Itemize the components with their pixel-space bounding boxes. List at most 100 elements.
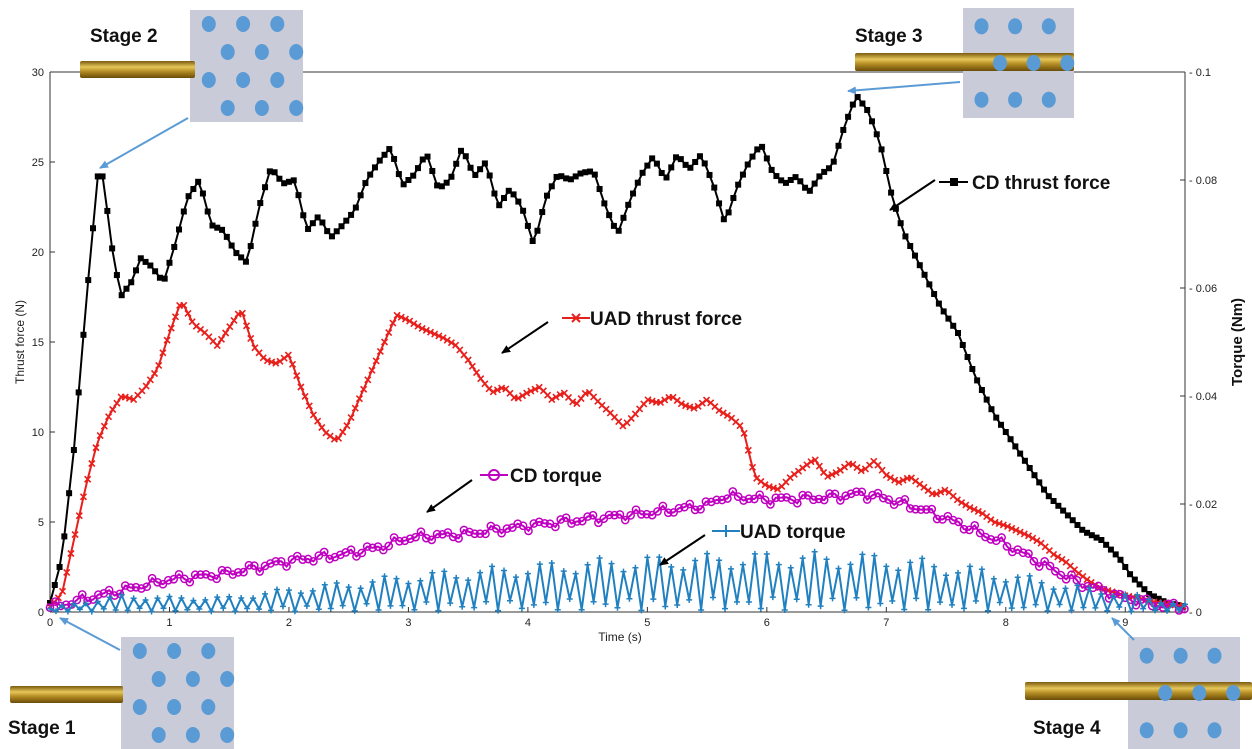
data-point bbox=[706, 497, 716, 507]
data-point bbox=[807, 458, 815, 466]
data-point bbox=[136, 605, 143, 612]
data-point bbox=[405, 580, 412, 587]
data-point bbox=[190, 570, 200, 580]
data-point bbox=[1032, 601, 1039, 608]
data-point bbox=[406, 317, 414, 325]
data-point bbox=[601, 200, 608, 207]
data-point bbox=[984, 607, 991, 614]
data-point bbox=[840, 126, 847, 133]
data-point bbox=[749, 153, 756, 160]
data-point bbox=[1020, 604, 1027, 611]
hole-icon bbox=[974, 18, 989, 35]
data-point bbox=[155, 361, 163, 369]
data-point bbox=[868, 490, 877, 500]
data-point bbox=[362, 542, 372, 551]
data-point bbox=[974, 377, 981, 384]
data-point bbox=[518, 521, 528, 531]
data-point bbox=[427, 535, 437, 545]
x-tick-label: 1 bbox=[166, 617, 172, 629]
data-point bbox=[438, 183, 445, 190]
data-point bbox=[639, 169, 646, 176]
data-point bbox=[739, 496, 748, 505]
data-point bbox=[376, 347, 384, 356]
data-point bbox=[1016, 528, 1024, 536]
data-point bbox=[196, 606, 203, 613]
data-point bbox=[552, 393, 560, 401]
data-point bbox=[250, 595, 257, 602]
data-point bbox=[596, 554, 603, 561]
data-point bbox=[1083, 581, 1092, 591]
data-point bbox=[217, 565, 227, 575]
data-point bbox=[400, 536, 410, 546]
data-point bbox=[965, 525, 974, 535]
data-point bbox=[309, 587, 316, 594]
data-point bbox=[690, 505, 700, 515]
data-point bbox=[343, 422, 351, 430]
data-point bbox=[51, 597, 60, 606]
data-point bbox=[692, 159, 699, 165]
data-point bbox=[1158, 599, 1165, 606]
data-point bbox=[113, 272, 120, 279]
data-point bbox=[172, 607, 179, 614]
data-point bbox=[771, 493, 781, 503]
data-point bbox=[357, 192, 364, 199]
data-point bbox=[725, 209, 732, 216]
data-point bbox=[873, 131, 880, 138]
data-point bbox=[109, 405, 117, 414]
data-point bbox=[1012, 443, 1019, 450]
data-point bbox=[303, 603, 310, 610]
data-point bbox=[1029, 556, 1039, 566]
stage-4-label: Stage 4 bbox=[1033, 718, 1101, 739]
data-point bbox=[941, 486, 949, 494]
data-point bbox=[51, 582, 58, 588]
data-point bbox=[506, 597, 513, 604]
data-point bbox=[778, 177, 785, 184]
data-point bbox=[530, 601, 537, 608]
stage-2-illustration: Stage 2 bbox=[80, 10, 304, 169]
data-point bbox=[88, 608, 95, 615]
data-point bbox=[799, 555, 806, 562]
data-point bbox=[882, 471, 890, 479]
data-point bbox=[346, 545, 356, 555]
data-point bbox=[405, 534, 415, 544]
data-point bbox=[328, 233, 335, 240]
data-point bbox=[184, 606, 191, 613]
data-point bbox=[319, 219, 326, 226]
data-point bbox=[841, 607, 848, 614]
data-point bbox=[233, 250, 240, 257]
data-point bbox=[357, 548, 367, 558]
data-point bbox=[448, 532, 458, 542]
data-point bbox=[817, 603, 824, 610]
data-point bbox=[378, 545, 388, 555]
data-point bbox=[663, 174, 670, 181]
data-point bbox=[608, 560, 615, 567]
data-point bbox=[966, 563, 973, 570]
data-point bbox=[1050, 498, 1057, 504]
x-tick-label: 7 bbox=[883, 617, 889, 629]
data-point bbox=[471, 604, 478, 611]
data-point bbox=[501, 567, 507, 574]
data-point bbox=[330, 552, 340, 562]
data-point bbox=[133, 267, 140, 274]
data-point bbox=[945, 315, 952, 322]
data-point bbox=[180, 301, 188, 309]
data-point bbox=[491, 190, 498, 197]
data-point bbox=[1033, 537, 1041, 545]
data-point bbox=[190, 597, 197, 604]
data-point bbox=[96, 432, 104, 440]
label-cd-torque: CD torque bbox=[426, 466, 602, 513]
arrow-cd-thrust bbox=[889, 179, 936, 211]
hole-icon bbox=[167, 643, 182, 659]
data-point bbox=[716, 200, 723, 207]
data-point bbox=[276, 556, 286, 566]
data-point bbox=[895, 567, 902, 574]
data-point bbox=[815, 462, 823, 470]
data-point bbox=[966, 504, 974, 512]
data-point bbox=[54, 594, 62, 602]
data-point bbox=[242, 322, 251, 330]
data-point bbox=[185, 193, 192, 200]
data-point bbox=[806, 187, 813, 194]
data-point bbox=[375, 606, 382, 613]
data-point bbox=[493, 386, 501, 394]
data-point bbox=[468, 362, 476, 370]
